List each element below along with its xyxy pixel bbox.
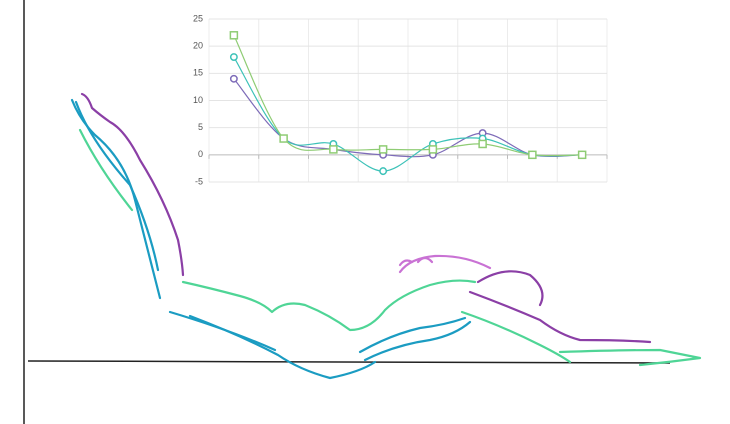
point-marker	[577, 150, 587, 160]
sketch-stroke	[74, 100, 160, 272]
y-tick-label: 20	[193, 41, 203, 51]
chart: -5 0 5 10 15 20 25	[193, 13, 608, 186]
point-marker	[229, 74, 238, 83]
point-marker	[528, 150, 537, 160]
y-tick-label: 15	[193, 68, 203, 78]
y-tick-label: 0	[198, 149, 203, 159]
sketch-stroke	[363, 320, 472, 362]
point-marker	[428, 145, 438, 154]
point-marker	[478, 139, 487, 149]
sketch-stroke	[476, 270, 544, 307]
point-marker	[379, 167, 388, 176]
point-marker	[378, 145, 388, 154]
sketch-stroke	[358, 316, 467, 354]
sketch-stroke	[398, 254, 492, 274]
y-tick-label: 25	[193, 13, 203, 23]
sketch-stroke	[460, 310, 572, 364]
sketch-stroke	[468, 290, 652, 344]
sketch-stroke	[80, 92, 185, 277]
y-tick-label: 10	[193, 95, 203, 105]
sketch-figure	[70, 92, 702, 380]
point-marker	[229, 53, 238, 61]
point-marker	[329, 145, 338, 154]
point-marker	[279, 134, 288, 143]
sketch-stroke	[181, 279, 477, 332]
sketch-stroke	[168, 310, 277, 352]
sketch-stroke	[78, 128, 134, 212]
y-tick-label: 5	[198, 122, 203, 132]
sketch-stroke	[558, 348, 702, 367]
y-tick-label: -5	[195, 176, 203, 186]
sketch-stroke	[398, 256, 434, 267]
point-marker	[229, 31, 239, 40]
sketch-ground-line	[27, 360, 671, 364]
